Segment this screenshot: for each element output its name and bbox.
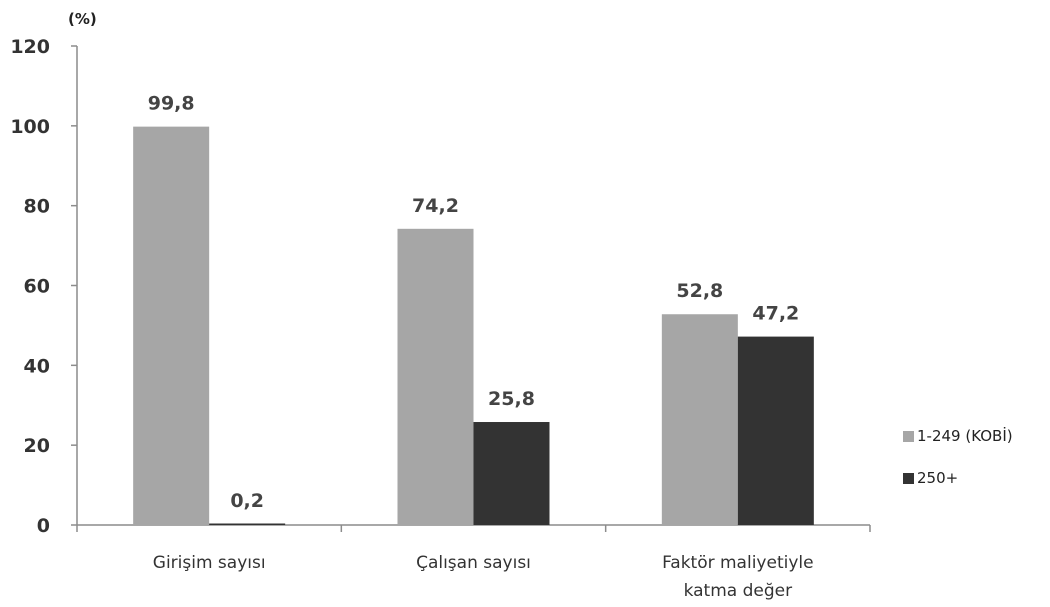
bars: [133, 126, 814, 526]
bar-series-1-cat-2: [397, 228, 474, 525]
data-label: 25,8: [488, 388, 535, 410]
bar-series-2-cat-2: [473, 422, 550, 525]
bar-series-1-cat-3: [661, 314, 738, 525]
y-tick-label: 20: [24, 435, 50, 457]
legend-label: 1-249 (KOBİ): [917, 426, 1013, 445]
data-label: 52,8: [676, 280, 723, 302]
bar-series-1-cat-1: [133, 126, 210, 526]
data-labels: 99,8 0,2 74,2 25,8 52,8 47,2: [148, 93, 800, 513]
x-category-label: Girişim sayısı: [153, 553, 266, 573]
y-tick-label: 60: [24, 276, 50, 298]
legend-swatch: [903, 473, 914, 484]
y-tick-label: 120: [10, 36, 50, 58]
legend-label: 250+: [917, 469, 958, 487]
legend-swatch: [903, 431, 914, 442]
y-unit-label: (%): [68, 10, 97, 28]
x-category-label: katma değer: [684, 581, 793, 601]
bar-series-2-cat-1: [209, 523, 286, 525]
data-label: 74,2: [412, 195, 459, 217]
data-label: 47,2: [752, 303, 799, 325]
y-tick-label: 40: [24, 355, 50, 377]
bar-series-2-cat-3: [737, 336, 814, 525]
data-label: 99,8: [148, 93, 195, 115]
x-category-label: Faktör maliyetiyle: [662, 553, 814, 573]
y-tick-label: 100: [10, 116, 50, 138]
x-category-label: Çalışan sayısı: [416, 553, 531, 573]
legend: 1-249 (KOBİ) 250+: [903, 426, 1013, 487]
y-tick-label: 80: [24, 196, 50, 218]
data-label: 0,2: [230, 490, 264, 512]
axes: 0 20 40 60 80 100 120 Girişim sayısı Çalışan say…: [10, 36, 871, 601]
y-tick-label: 0: [37, 515, 50, 537]
